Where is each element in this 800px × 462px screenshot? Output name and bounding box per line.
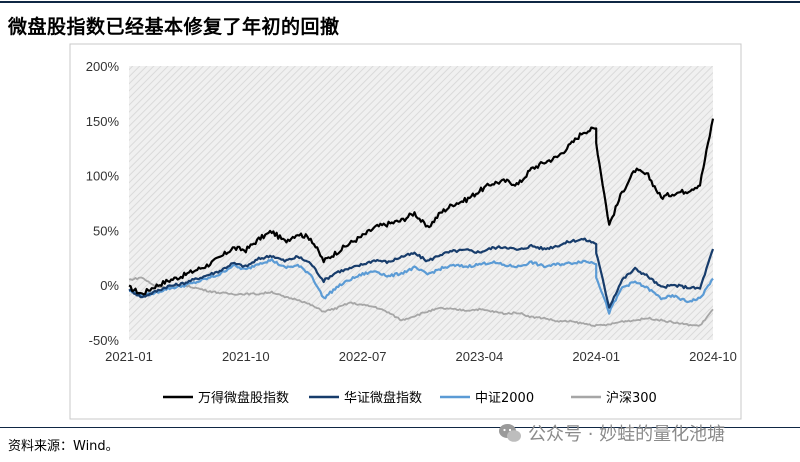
source-note: 资料来源：Wind。 [8,439,119,454]
x-tick-label: 2022-07 [339,349,387,364]
x-tick-label: 2021-01 [105,349,153,364]
y-tick-label: 0% [100,278,119,293]
watermark-text: 公众号 · 妙蛙的量化池塘 [528,424,726,445]
series-lines [128,118,715,328]
y-tick-label: 50% [93,223,119,238]
bottom-rule [0,427,800,428]
plot-hatch [129,66,713,340]
x-tick-label: 2024-10 [689,349,737,364]
y-axis: 200% 150% 100% 50% 0% -50% [86,59,120,348]
y-tick-label: 200% [86,59,120,74]
y-tick-label: 100% [86,169,120,184]
x-tick-label: 2021-10 [222,349,270,364]
legend-label: 万得微盘股指数 [198,390,289,406]
series-line [128,118,715,296]
legend-label: 沪深300 [606,390,657,406]
top-rule [0,1,800,3]
series-line [128,276,714,328]
x-tick-label: 2023-04 [456,349,504,364]
series-line [128,237,715,309]
legend: 万得微盘股指数 华证微盘指数 中证2000 沪深300 [163,390,657,406]
series-line [128,258,714,315]
x-tick-label: 2024-01 [572,349,620,364]
page-title: 微盘股指数已经基本修复了年初的回撤 [8,16,340,38]
y-tick-label: 150% [86,114,120,129]
wechat-icon [499,424,521,442]
legend-label: 中证2000 [475,391,534,406]
line-chart: 200% 150% 100% 50% 0% -50% 2021-01 2021-10 2022… [69,43,742,420]
y-tick-label: -50% [89,333,120,348]
x-axis: 2021-01 2021-10 2022-07 2023-04 2024-01 2024-… [105,349,737,364]
legend-label: 华证微盘指数 [344,390,422,406]
watermark: 公众号 · 妙蛙的量化池塘 [498,420,725,446]
